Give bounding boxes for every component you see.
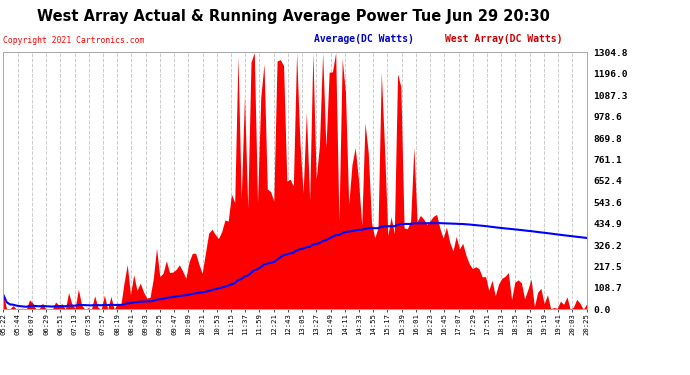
Text: Copyright 2021 Cartronics.com: Copyright 2021 Cartronics.com bbox=[3, 36, 145, 45]
Text: West Array(DC Watts): West Array(DC Watts) bbox=[445, 34, 562, 44]
Text: Average(DC Watts): Average(DC Watts) bbox=[314, 34, 414, 44]
Text: West Array Actual & Running Average Power Tue Jun 29 20:30: West Array Actual & Running Average Powe… bbox=[37, 9, 550, 24]
